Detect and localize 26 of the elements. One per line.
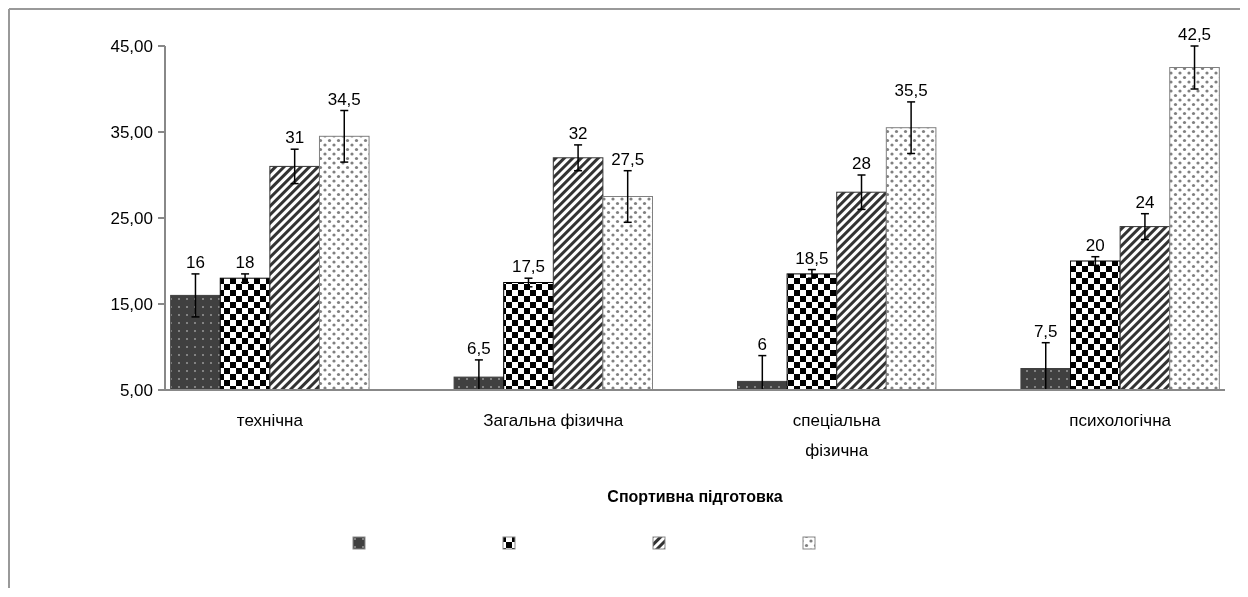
y-tick-label: 15,00 (110, 294, 153, 314)
y-tick-label: 45,00 (110, 36, 153, 56)
data-label: 35,5 (894, 80, 928, 100)
data-label: 16 (186, 252, 205, 272)
data-label: 27,5 (611, 149, 645, 169)
data-label: 18 (235, 252, 255, 272)
x-tick-label: технічна (236, 411, 304, 430)
data-label: 18,5 (795, 248, 829, 268)
data-label: 7,5 (1033, 321, 1058, 341)
data-label: 20 (1085, 235, 1105, 255)
data-label: 17,5 (511, 257, 546, 277)
data-label: 42,5 (1177, 25, 1212, 44)
x-tick-label: Загальна фізична (483, 411, 624, 430)
x-axis-title: Спортивна підготовка (607, 488, 783, 505)
data-label: 28 (852, 154, 871, 173)
y-tick-label: 35,00 (110, 122, 153, 142)
x-tick-label: психологічна (1069, 411, 1172, 430)
y-tick-label: 5,00 (119, 380, 153, 400)
data-label: 6 (757, 334, 768, 354)
x-tick-label: спеціальна фізична (792, 411, 882, 460)
data-label: 32 (568, 123, 588, 143)
y-tick-label: 25,00 (110, 208, 153, 228)
data-label: 34,5 (327, 89, 361, 109)
data-label: 31 (285, 128, 305, 148)
data-label: 6,5 (467, 338, 491, 358)
data-label: 24 (1135, 192, 1155, 212)
